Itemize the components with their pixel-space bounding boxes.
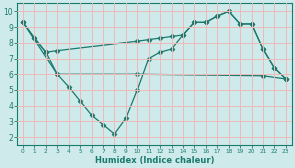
X-axis label: Humidex (Indice chaleur): Humidex (Indice chaleur) [95, 156, 214, 164]
